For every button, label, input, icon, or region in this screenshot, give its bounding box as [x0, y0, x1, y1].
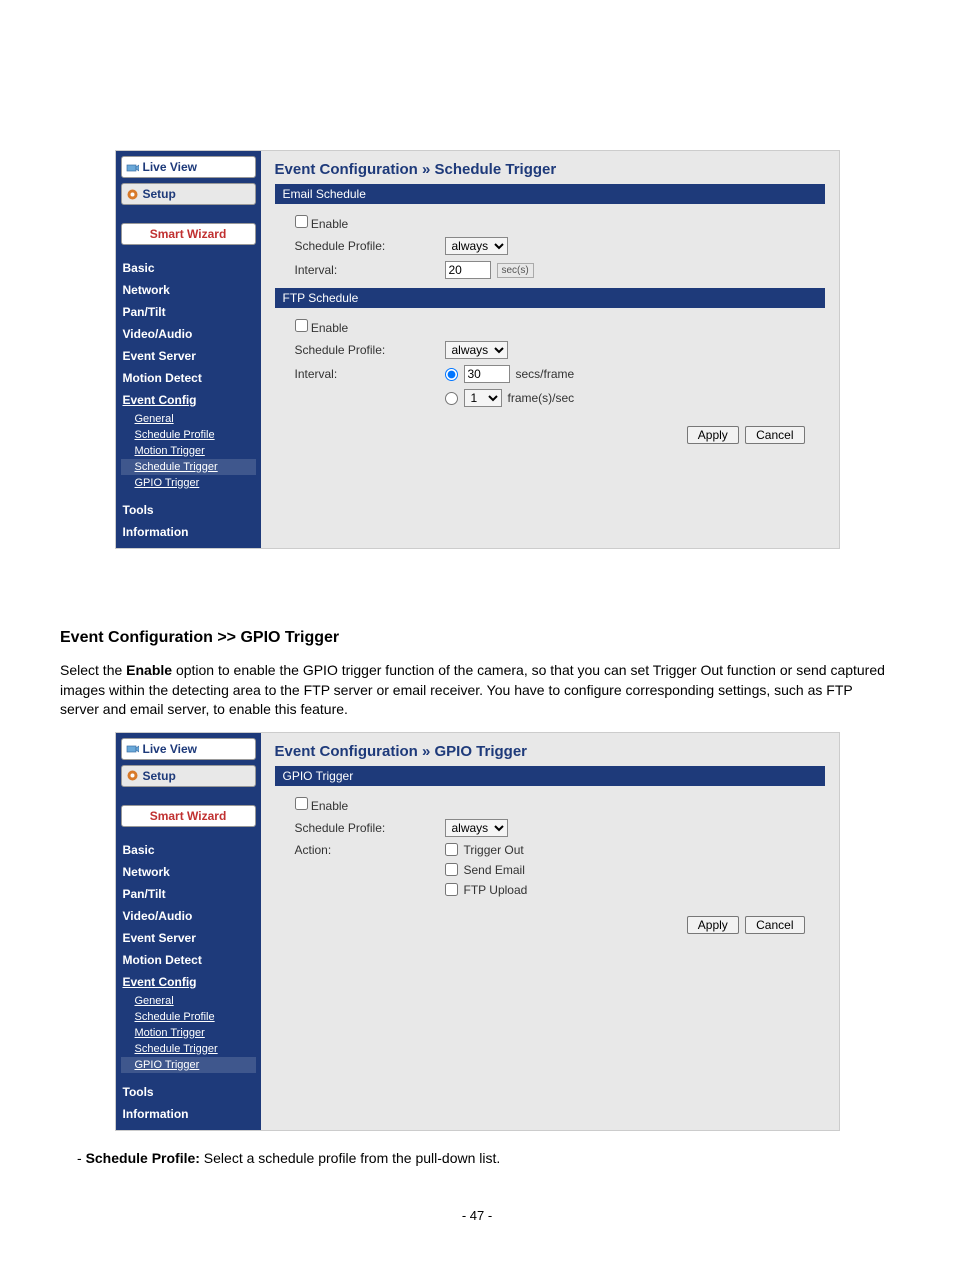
camera-icon: [126, 742, 139, 755]
sidebar-item-network[interactable]: Network: [121, 279, 256, 301]
ftp-schedule-profile-label: Schedule Profile:: [295, 343, 445, 357]
sidebar-sub-motiontrigger[interactable]: Motion Trigger: [121, 443, 256, 459]
sidebar-sub-scheduletrigger[interactable]: Schedule Trigger: [121, 1041, 256, 1057]
ftp-enable-checkbox[interactable]: [295, 319, 308, 332]
ftp-schedule-bar: FTP Schedule: [275, 288, 825, 308]
gpio-schedule-profile-select[interactable]: always: [445, 819, 508, 837]
screenshot-gpio-trigger: Live View Setup Smart Wizard Basic Netwo…: [115, 732, 840, 1131]
live-view-button[interactable]: Live View: [121, 156, 256, 178]
ftp-fps-select[interactable]: 1: [464, 389, 502, 407]
sidebar-item-eventconfig[interactable]: Event Config: [121, 389, 256, 411]
content-panel: Event Configuration » GPIO Trigger GPIO …: [261, 733, 839, 1130]
sendemail-label: Send Email: [464, 863, 525, 877]
setup-label: Setup: [143, 187, 176, 201]
screenshot-schedule-trigger: Live View Setup Smart Wizard Basic Netwo…: [115, 150, 840, 549]
sidebar-sub-general[interactable]: General: [121, 993, 256, 1009]
email-interval-label: Interval:: [295, 263, 445, 277]
live-view-label: Live View: [143, 742, 197, 756]
gpio-schedule-profile-label: Schedule Profile:: [295, 821, 445, 835]
triggerout-checkbox[interactable]: [445, 843, 458, 856]
sidebar-item-basic[interactable]: Basic: [121, 257, 256, 279]
gear-icon: [126, 188, 139, 201]
sidebar-item-videoaudio[interactable]: Video/Audio: [121, 905, 256, 927]
ftp-secsperframe-unit: secs/frame: [516, 367, 575, 381]
sidebar-item-motiondetect[interactable]: Motion Detect: [121, 949, 256, 971]
doc-bullet-schedule-profile: - Schedule Profile: Select a schedule pr…: [60, 1149, 894, 1169]
sidebar-item-network[interactable]: Network: [121, 861, 256, 883]
smart-wizard-button[interactable]: Smart Wizard: [121, 223, 256, 245]
sidebar-item-videoaudio[interactable]: Video/Audio: [121, 323, 256, 345]
ftp-fps-radio[interactable]: [445, 392, 458, 405]
email-enable-checkbox[interactable]: [295, 215, 308, 228]
sidebar-sub-general[interactable]: General: [121, 411, 256, 427]
ftp-interval-label: Interval:: [295, 367, 445, 381]
gpio-enable-checkbox[interactable]: [295, 797, 308, 810]
sidebar-sub-gpiotrigger[interactable]: GPIO Trigger: [121, 475, 256, 491]
sidebar-item-eventserver[interactable]: Event Server: [121, 927, 256, 949]
sidebar-item-basic[interactable]: Basic: [121, 839, 256, 861]
sidebar-sub-scheduleprofile[interactable]: Schedule Profile: [121, 1009, 256, 1025]
sidebar-item-tools[interactable]: Tools: [121, 1081, 256, 1103]
sidebar: Live View Setup Smart Wizard Basic Netwo…: [116, 151, 261, 548]
smart-wizard-button[interactable]: Smart Wizard: [121, 805, 256, 827]
sidebar-item-tools[interactable]: Tools: [121, 499, 256, 521]
page-title: Event Configuration » Schedule Trigger: [275, 161, 825, 178]
email-schedule-profile-select[interactable]: always: [445, 237, 508, 255]
sidebar: Live View Setup Smart Wizard Basic Netwo…: [116, 733, 261, 1130]
ftp-schedule-profile-select[interactable]: always: [445, 341, 508, 359]
email-schedule-profile-label: Schedule Profile:: [295, 239, 445, 253]
gpio-action-label: Action:: [295, 843, 445, 857]
page-number: - 47 -: [60, 1208, 894, 1223]
setup-button[interactable]: Setup: [121, 765, 256, 787]
content-panel: Event Configuration » Schedule Trigger E…: [261, 151, 839, 548]
sidebar-item-information[interactable]: Information: [121, 1103, 256, 1125]
sidebar-sub-scheduleprofile[interactable]: Schedule Profile: [121, 427, 256, 443]
email-interval-input[interactable]: [445, 261, 491, 279]
cancel-button[interactable]: Cancel: [745, 426, 804, 444]
setup-label: Setup: [143, 769, 176, 783]
apply-button[interactable]: Apply: [687, 916, 739, 934]
camera-icon: [126, 161, 139, 174]
ftp-fps-unit: frame(s)/sec: [508, 391, 575, 405]
email-interval-unit: sec(s): [497, 263, 534, 278]
setup-button[interactable]: Setup: [121, 183, 256, 205]
sidebar-item-pantilt[interactable]: Pan/Tilt: [121, 301, 256, 323]
sidebar-item-information[interactable]: Information: [121, 521, 256, 543]
ftp-secsperframe-input[interactable]: [464, 365, 510, 383]
sidebar-item-pantilt[interactable]: Pan/Tilt: [121, 883, 256, 905]
doc-para-1: Select the Enable option to enable the G…: [60, 661, 894, 720]
ftpupload-checkbox[interactable]: [445, 883, 458, 896]
sidebar-item-eventserver[interactable]: Event Server: [121, 345, 256, 367]
gpio-enable-label: Enable: [311, 799, 348, 813]
ftp-enable-label: Enable: [311, 321, 348, 335]
email-schedule-bar: Email Schedule: [275, 184, 825, 204]
live-view-label: Live View: [143, 160, 197, 174]
triggerout-label: Trigger Out: [464, 843, 524, 857]
sidebar-sub-scheduletrigger[interactable]: Schedule Trigger: [121, 459, 256, 475]
sidebar-sub-motiontrigger[interactable]: Motion Trigger: [121, 1025, 256, 1041]
sidebar-item-motiondetect[interactable]: Motion Detect: [121, 367, 256, 389]
apply-button[interactable]: Apply: [687, 426, 739, 444]
sidebar-sub-gpiotrigger[interactable]: GPIO Trigger: [121, 1057, 256, 1073]
cancel-button[interactable]: Cancel: [745, 916, 804, 934]
ftp-secsperframe-radio[interactable]: [445, 368, 458, 381]
sidebar-item-eventconfig[interactable]: Event Config: [121, 971, 256, 993]
ftpupload-label: FTP Upload: [464, 883, 528, 897]
gpio-trigger-bar: GPIO Trigger: [275, 766, 825, 786]
doc-section-head: Event Configuration >> GPIO Trigger: [60, 629, 894, 647]
live-view-button[interactable]: Live View: [121, 738, 256, 760]
page-title: Event Configuration » GPIO Trigger: [275, 743, 825, 760]
sendemail-checkbox[interactable]: [445, 863, 458, 876]
gear-icon: [126, 769, 139, 782]
email-enable-label: Enable: [311, 217, 348, 231]
